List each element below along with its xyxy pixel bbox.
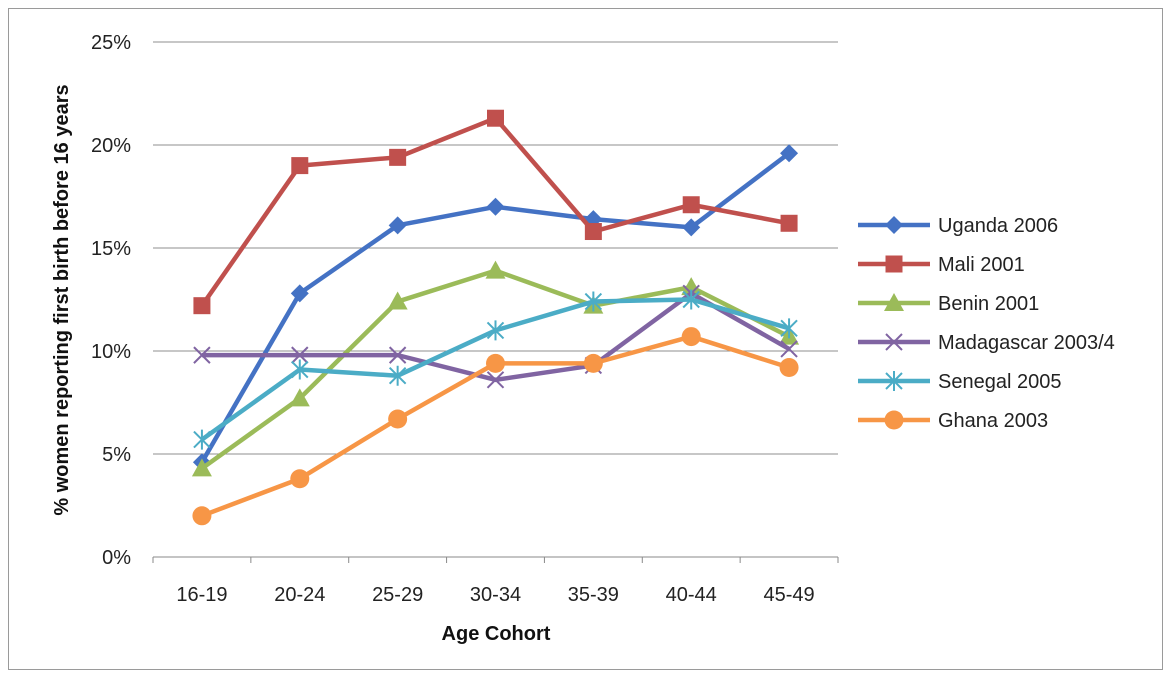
- legend-label: Mali 2001: [938, 254, 1025, 276]
- series-uganda-2006: [192, 144, 799, 472]
- data-point: [682, 289, 700, 310]
- data-point: [779, 357, 799, 377]
- data-point: [682, 218, 701, 237]
- y-tick-label: 5%: [102, 444, 131, 466]
- y-axis-tick-labels: 0% 5% 10% 15% 20% 25%: [91, 32, 131, 569]
- legend-label: Benin 2001: [938, 293, 1039, 315]
- data-point: [584, 291, 603, 312]
- data-point: [487, 109, 504, 127]
- data-point: [780, 340, 798, 358]
- y-tick-label: 25%: [91, 32, 131, 54]
- x-tick-label: 45-49: [763, 584, 814, 606]
- legend-item: Benin 2001: [858, 293, 1039, 315]
- x-tick-label: 40-44: [666, 584, 717, 606]
- data-point: [486, 320, 505, 341]
- y-tick-label: 10%: [91, 341, 131, 363]
- data-point: [388, 346, 407, 364]
- legend-item: Ghana 2003: [858, 410, 1048, 432]
- data-point: [193, 346, 211, 364]
- chart-frame: [8, 8, 1163, 670]
- data-point: [584, 223, 602, 241]
- x-axis-tick-labels: 16-19 20-24 25-29 30-34 35-39 40-44 45-49: [176, 584, 814, 606]
- y-axis-title: % women reporting first birth before 16 …: [51, 84, 73, 515]
- y-tick-label: 15%: [91, 238, 131, 260]
- legend-marker: [885, 255, 903, 273]
- data-point: [291, 157, 309, 175]
- y-tick-label: 0%: [102, 547, 131, 569]
- x-tick-label: 20-24: [274, 584, 325, 606]
- data-point: [193, 429, 211, 450]
- legend-label: Senegal 2005: [938, 371, 1061, 393]
- data-point: [192, 506, 212, 526]
- data-point: [291, 346, 309, 364]
- data-point: [681, 277, 702, 296]
- legend-marker: [885, 216, 903, 234]
- legend-item: Uganda 2006: [858, 215, 1058, 237]
- legend-marker: [884, 410, 904, 430]
- series-mali-2001: [193, 109, 798, 315]
- data-point: [388, 409, 408, 429]
- x-tick-label: 35-39: [568, 584, 619, 606]
- data-point: [289, 388, 310, 407]
- gridlines: [152, 41, 839, 563]
- data-point: [387, 291, 408, 310]
- legend: Uganda 2006 Mali 2001 Benin 2001 Madagascar…: [858, 215, 1115, 432]
- x-axis-title: Age Cohort: [442, 623, 551, 645]
- data-point: [682, 196, 700, 214]
- legend-item: Mali 2001: [858, 254, 1025, 276]
- data-point: [780, 214, 798, 232]
- series-lines: [191, 109, 800, 526]
- legend-marker: [885, 371, 903, 391]
- legend-label: Madagascar 2003/4: [938, 332, 1115, 354]
- data-point: [388, 216, 407, 235]
- series-senegal-2005: [193, 289, 798, 450]
- x-tick-label: 25-29: [372, 584, 423, 606]
- data-point: [290, 284, 309, 303]
- x-tick-label: 30-34: [470, 584, 521, 606]
- legend-marker: [884, 293, 904, 311]
- y-tick-label: 20%: [91, 135, 131, 157]
- legend-label: Ghana 2003: [938, 410, 1048, 432]
- data-point: [681, 327, 701, 347]
- data-point: [389, 148, 407, 166]
- legend-marker: [885, 333, 903, 351]
- data-point: [486, 353, 505, 373]
- x-tick-label: 16-19: [176, 584, 227, 606]
- legend-label: Uganda 2006: [938, 215, 1058, 237]
- data-point: [486, 197, 505, 216]
- data-point: [780, 318, 798, 339]
- data-point: [191, 458, 212, 477]
- data-point: [486, 371, 505, 389]
- data-point: [388, 365, 407, 386]
- data-point: [290, 469, 310, 489]
- legend-item: Madagascar 2003/4: [858, 332, 1115, 354]
- series-ghana-2003: [192, 327, 799, 526]
- data-point: [485, 260, 506, 279]
- data-point: [291, 359, 309, 380]
- series-benin-2001: [191, 260, 800, 477]
- legend-item: Senegal 2005: [858, 371, 1061, 393]
- data-point: [193, 297, 211, 315]
- data-point: [583, 353, 603, 373]
- data-point: [780, 144, 799, 163]
